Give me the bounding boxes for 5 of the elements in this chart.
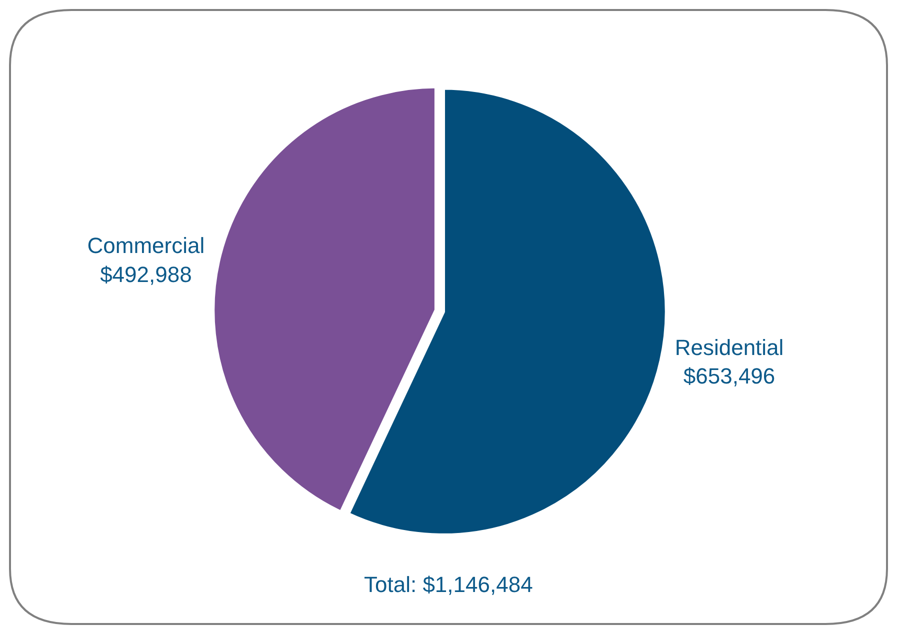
text: Total: $1,146,484	[364, 572, 533, 597]
slice-label: Commercial	[87, 233, 205, 258]
slice-label: Residential	[674, 334, 784, 360]
data-label: $653,496	[683, 363, 776, 388]
data-label: $492,988	[100, 262, 192, 287]
